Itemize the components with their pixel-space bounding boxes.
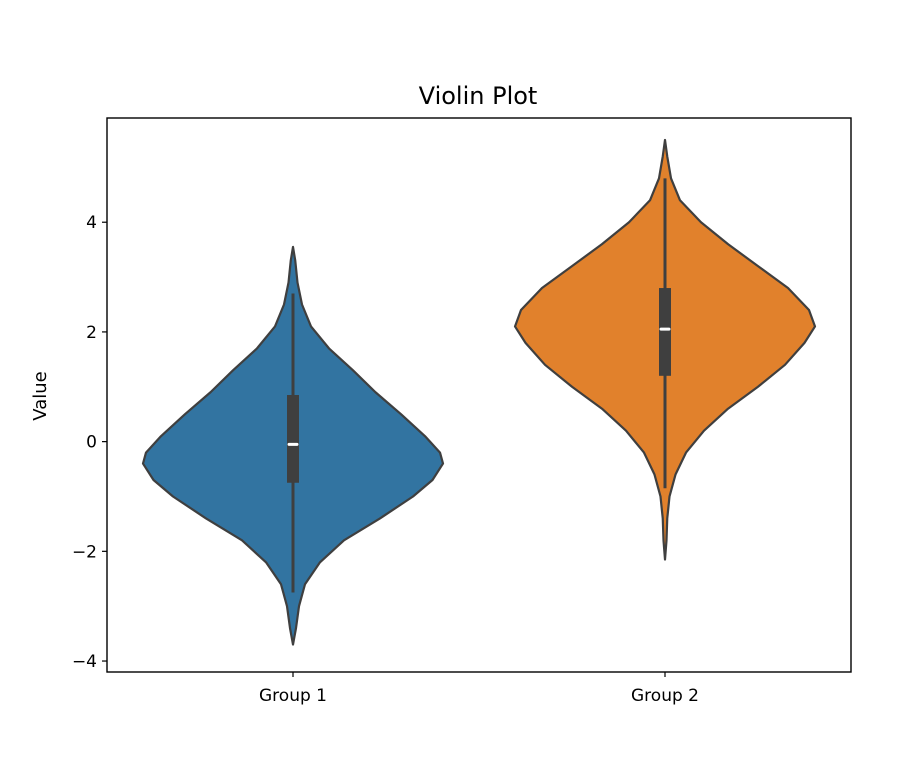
iqr-box-1 xyxy=(287,395,299,483)
chart-title: Violin Plot xyxy=(419,82,538,110)
x-tick-label: Group 2 xyxy=(631,686,699,706)
y-tick-label: 2 xyxy=(86,323,97,343)
plot-frame xyxy=(106,117,852,673)
iqr-box-2 xyxy=(659,288,671,376)
y-axis-label: Value xyxy=(30,371,51,420)
y-tick-label: 4 xyxy=(86,213,97,233)
y-tick-label: −4 xyxy=(72,652,97,672)
y-tick-label: 0 xyxy=(86,433,97,453)
x-tick-label: Group 1 xyxy=(259,686,327,706)
y-tick-label: −2 xyxy=(72,542,97,562)
